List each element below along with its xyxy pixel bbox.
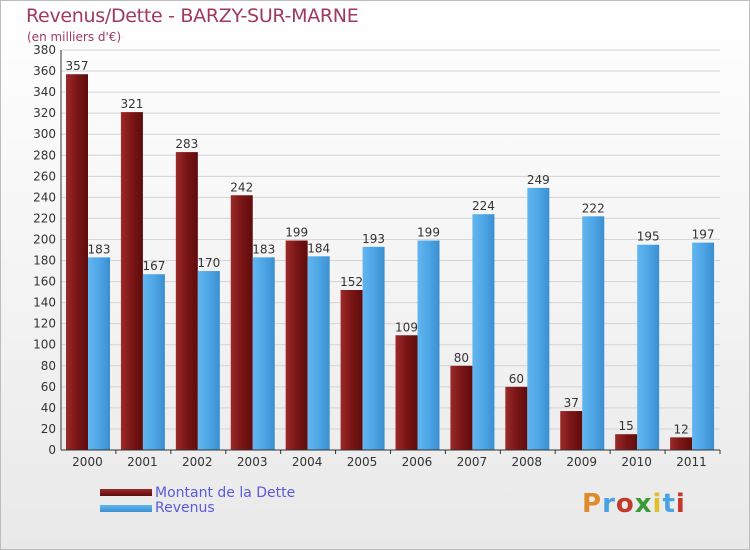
legend-label-debt: Montant de la Dette — [155, 485, 296, 501]
logo-letter: i — [675, 489, 686, 519]
bar-revenue — [637, 244, 660, 450]
data-label-debt: 152 — [340, 275, 363, 289]
x-tick-label: 2008 — [512, 455, 543, 469]
bar-debt — [505, 386, 528, 450]
logo-letter: o — [615, 489, 635, 519]
bar-debt — [120, 112, 143, 451]
bar-debt — [670, 437, 693, 450]
bar-revenue — [582, 216, 605, 450]
bar-debt — [450, 365, 473, 450]
x-tick-label: 2009 — [566, 455, 597, 469]
bar-revenue — [362, 246, 385, 450]
proxiti-logo: Proxiti — [582, 489, 686, 519]
legend-swatch-debt — [100, 489, 152, 496]
data-label-debt: 357 — [66, 59, 89, 73]
y-tick-label: 320 — [33, 106, 56, 120]
y-tick-label: 260 — [33, 169, 56, 183]
data-label-debt: 37 — [564, 396, 579, 410]
y-tick-label: 180 — [33, 254, 56, 268]
y-tick-label: 300 — [33, 127, 56, 141]
logo-letter: t — [662, 489, 676, 519]
data-label-revenue: 183 — [252, 242, 275, 256]
x-tick-label: 2004 — [292, 455, 323, 469]
data-label-debt: 15 — [619, 419, 634, 433]
y-tick-label: 120 — [33, 317, 56, 331]
y-tick-label: 280 — [33, 148, 56, 162]
bar-debt — [560, 411, 583, 450]
legend-swatch-revenue — [100, 505, 152, 512]
x-tick-label: 2005 — [347, 455, 378, 469]
y-tick-label: 20 — [41, 422, 56, 436]
data-label-revenue: 167 — [142, 259, 165, 273]
y-tick-label: 220 — [33, 211, 56, 225]
x-tick-label: 2003 — [237, 455, 268, 469]
bar-revenue — [197, 271, 220, 450]
y-tick-label: 200 — [33, 232, 56, 246]
data-label-revenue: 184 — [307, 241, 330, 255]
bar-revenue — [88, 257, 110, 450]
bar-revenue — [252, 257, 275, 450]
data-label-revenue: 222 — [582, 201, 605, 215]
y-tick-label: 240 — [33, 190, 56, 204]
logo-letter: P — [582, 489, 603, 519]
y-tick-label: 140 — [33, 296, 56, 310]
y-tick-label: 80 — [41, 359, 56, 373]
bar-revenue — [307, 256, 330, 450]
bar-debt — [615, 434, 638, 450]
bar-revenue — [417, 240, 440, 450]
chart-subtitle: (en milliers d'€) — [27, 30, 122, 44]
data-label-debt: 80 — [454, 351, 469, 365]
bar-debt — [285, 240, 308, 450]
y-tick-label: 340 — [33, 85, 56, 99]
y-tick-label: 40 — [41, 401, 56, 415]
x-tick-label: 2010 — [621, 455, 652, 469]
x-tick-label: 2002 — [182, 455, 213, 469]
bar-revenue — [527, 187, 550, 451]
data-label-revenue: 249 — [527, 173, 550, 187]
data-label-revenue: 224 — [472, 199, 495, 213]
bar-debt — [340, 290, 363, 450]
y-tick-label: 160 — [33, 275, 56, 289]
chart-title: Revenus/Dette - BARZY-SUR-MARNE — [26, 5, 359, 27]
y-tick-label: 380 — [33, 43, 56, 57]
data-label-debt: 109 — [395, 320, 418, 334]
y-tick-label: 0 — [48, 443, 56, 457]
data-label-revenue: 183 — [88, 242, 111, 256]
data-label-debt: 242 — [230, 180, 253, 194]
data-label-revenue: 197 — [692, 228, 715, 242]
bar-debt — [66, 74, 88, 451]
x-tick-label: 2006 — [402, 455, 433, 469]
x-tick-label: 2000 — [72, 455, 103, 469]
bar-debt — [395, 335, 418, 450]
bar-debt — [175, 152, 198, 450]
x-tick-label: 2011 — [676, 455, 707, 469]
data-label-debt: 60 — [509, 372, 524, 386]
y-tick-label: 360 — [33, 64, 56, 78]
y-tick-label: 100 — [33, 338, 56, 352]
data-label-debt: 12 — [673, 422, 688, 436]
y-tick-label: 60 — [41, 380, 56, 394]
logo-letter: i — [652, 489, 663, 519]
x-tick-label: 2007 — [457, 455, 488, 469]
data-label-revenue: 170 — [197, 256, 220, 270]
data-label-revenue: 193 — [362, 232, 385, 246]
data-label-revenue: 199 — [417, 226, 440, 240]
data-label-revenue: 195 — [637, 230, 660, 244]
legend-label-revenue: Revenus — [155, 500, 215, 516]
logo-letter: r — [602, 489, 616, 519]
bar-debt — [230, 195, 253, 450]
data-label-debt: 321 — [120, 97, 143, 111]
bar-revenue — [472, 214, 495, 450]
data-label-debt: 199 — [285, 226, 308, 240]
x-tick-label: 2001 — [127, 455, 158, 469]
logo-letter: x — [634, 489, 653, 519]
bar-revenue — [692, 242, 715, 450]
bar-revenue — [142, 274, 165, 450]
data-label-debt: 283 — [175, 137, 198, 151]
